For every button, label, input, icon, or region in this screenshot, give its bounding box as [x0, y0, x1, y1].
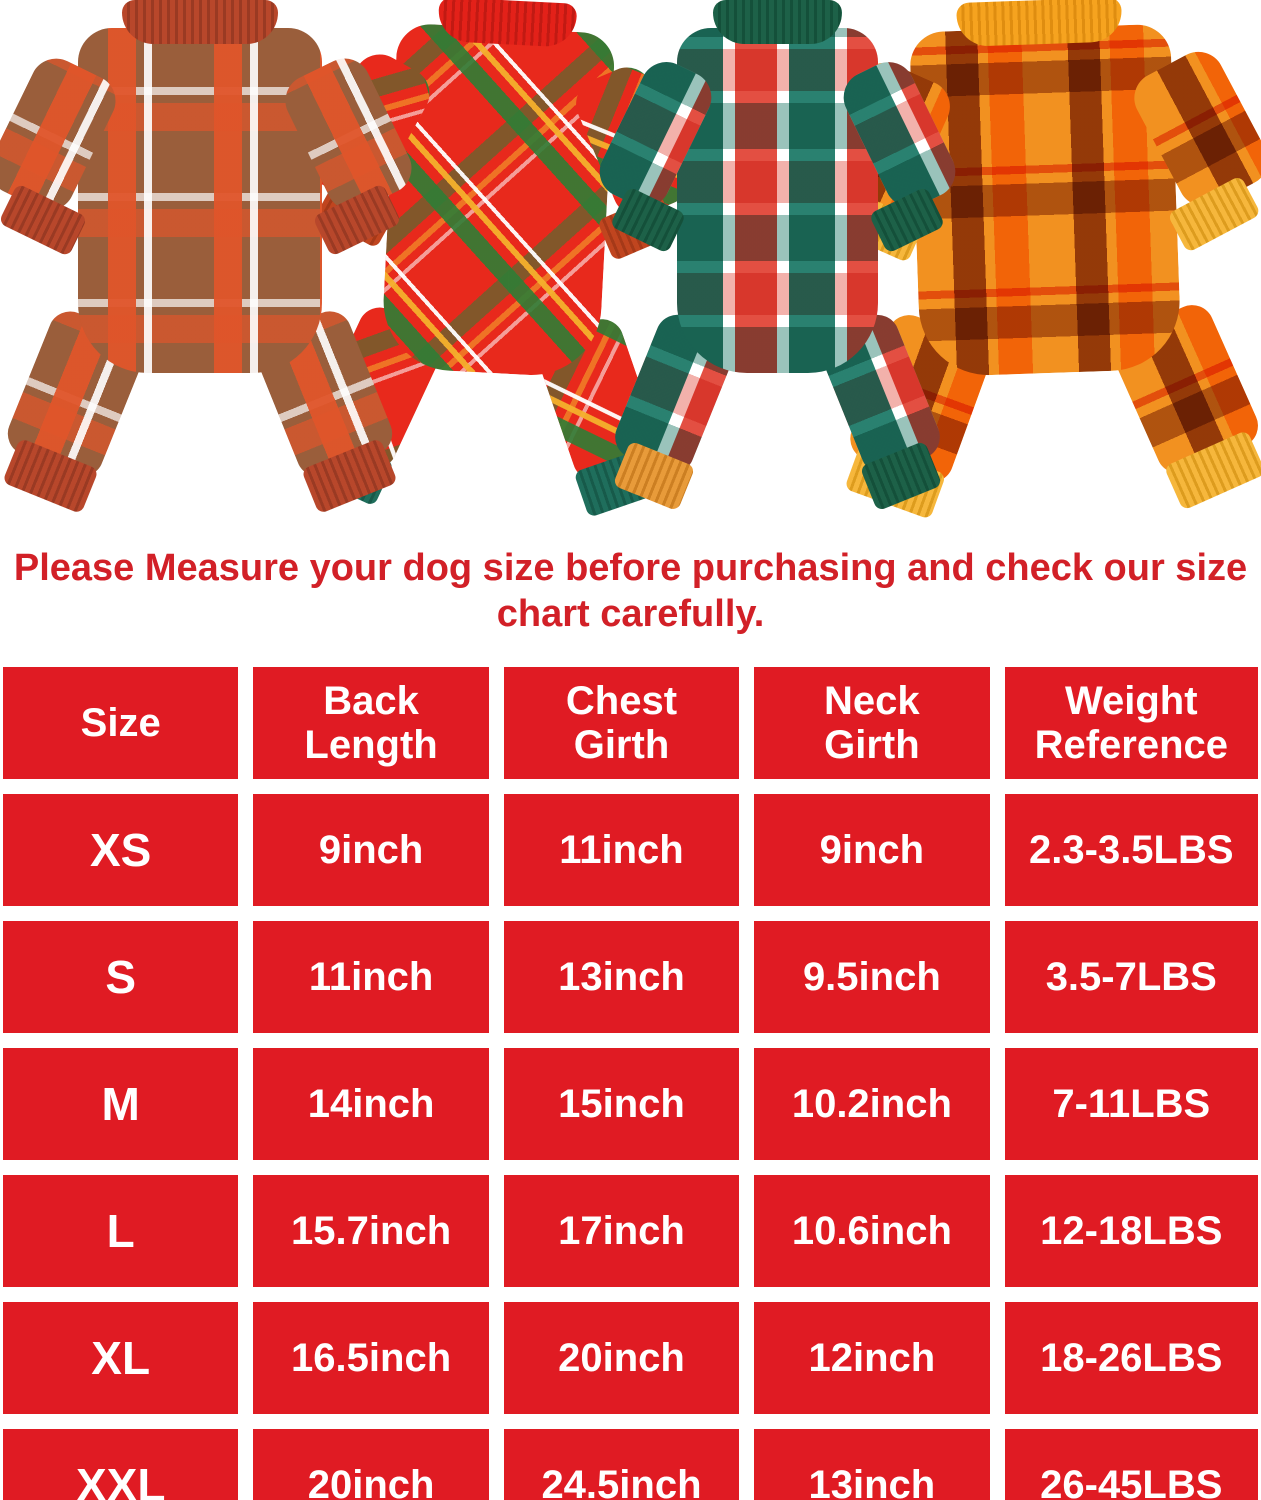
table-cell: 10.2inch — [754, 1048, 990, 1160]
pajama-brown-orange-plaid — [0, 0, 420, 515]
pajama-collar — [713, 0, 842, 44]
row-header-l: L — [3, 1175, 239, 1287]
table-cell: 16.5inch — [253, 1302, 489, 1414]
table-cell: 9.5inch — [754, 921, 990, 1033]
pajama-collar — [955, 0, 1123, 48]
table-cell: 20inch — [503, 1302, 740, 1414]
column-header-size: Size — [3, 667, 239, 779]
pajama-collar — [122, 0, 278, 44]
table-cell: 13inch — [754, 1429, 990, 1500]
pajama-photo-gallery — [0, 0, 1261, 520]
table-cell: 24.5inch — [503, 1429, 740, 1500]
table-cell: 9inch — [754, 794, 990, 906]
table-cell: 9inch — [253, 794, 489, 906]
table-cell: 15.7inch — [253, 1175, 489, 1287]
column-header-weight-reference: Weight Reference — [1004, 667, 1258, 779]
column-header-neck-girth: Neck Girth — [754, 667, 990, 779]
pajama-body — [77, 28, 323, 373]
column-header-chest-girth: Chest Girth — [503, 667, 740, 779]
table-cell: 12inch — [754, 1302, 990, 1414]
table-cell: 26-45LBS — [1004, 1429, 1258, 1500]
row-header-s: S — [3, 921, 239, 1033]
table-cell: 13inch — [503, 921, 740, 1033]
size-chart-table: Size Back Length Chest Girth Neck Girth … — [3, 667, 1258, 1500]
table-cell: 17inch — [503, 1175, 740, 1287]
table-cell: 10.6inch — [754, 1175, 990, 1287]
table-cell: 15inch — [503, 1048, 740, 1160]
table-cell: 7-11LBS — [1004, 1048, 1258, 1160]
column-header-back-length: Back Length — [253, 667, 489, 779]
pajama-body — [676, 28, 879, 373]
measure-warning-text: Please Measure your dog size before purc… — [13, 547, 1248, 635]
table-cell: 3.5-7LBS — [1004, 921, 1258, 1033]
row-header-xs: XS — [3, 794, 239, 906]
table-cell: 20inch — [253, 1429, 489, 1500]
pajama-white-green-red-plaid — [590, 0, 965, 512]
table-cell: 11inch — [253, 921, 489, 1033]
table-cell: 14inch — [253, 1048, 489, 1160]
pajama-body — [909, 23, 1182, 378]
row-header-m: M — [3, 1048, 239, 1160]
table-cell: 2.3-3.5LBS — [1004, 794, 1258, 906]
table-cell: 12-18LBS — [1004, 1175, 1258, 1287]
row-header-xxl: XXL — [3, 1429, 239, 1500]
table-cell: 18-26LBS — [1004, 1302, 1258, 1414]
table-cell: 11inch — [503, 794, 740, 906]
row-header-xl: XL — [3, 1302, 239, 1414]
